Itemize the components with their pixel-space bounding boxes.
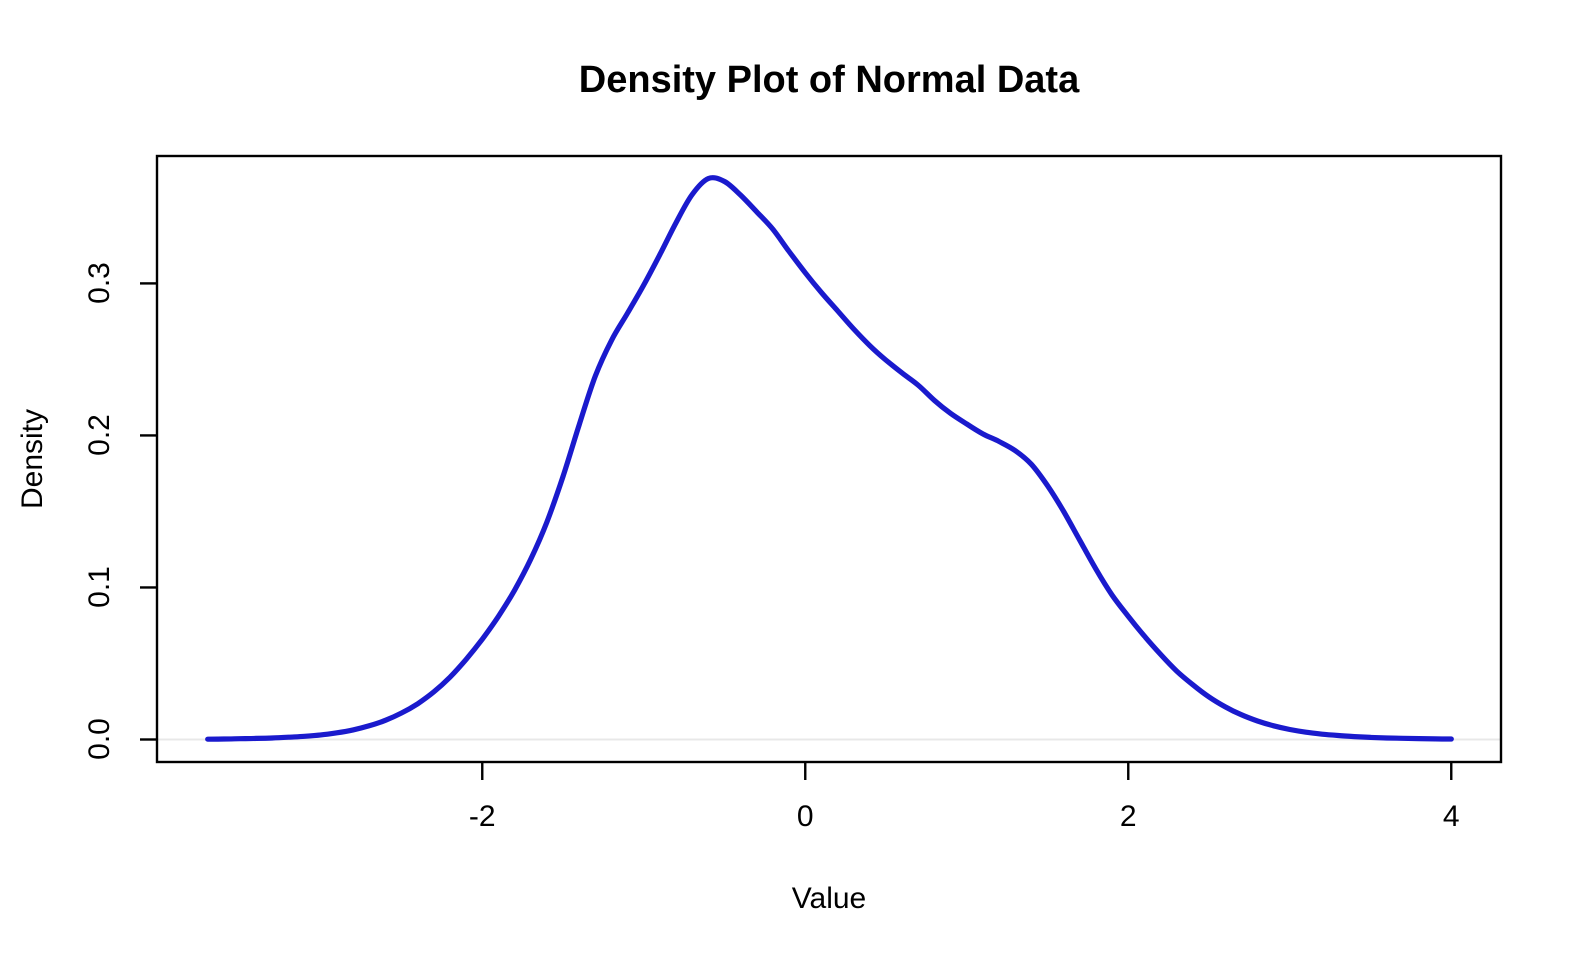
x-tick-label: -2 [468,800,496,833]
y-tick-label: 0.3 [83,262,116,305]
x-tick-label: 0 [796,800,814,833]
x-tick-label: 2 [1119,800,1137,833]
y-tick-label: 0.0 [83,718,116,761]
y-tick-label: 0.1 [83,566,116,609]
x-axis-label: Value [791,882,867,915]
plot-border [155,154,1503,764]
y-axis-label: Density [16,408,49,510]
x-tick-label: 4 [1442,800,1460,833]
density-curve [205,175,1454,742]
plot-title: Density Plot of Normal Data [578,59,1080,101]
y-tick-label: 0.2 [83,414,116,457]
